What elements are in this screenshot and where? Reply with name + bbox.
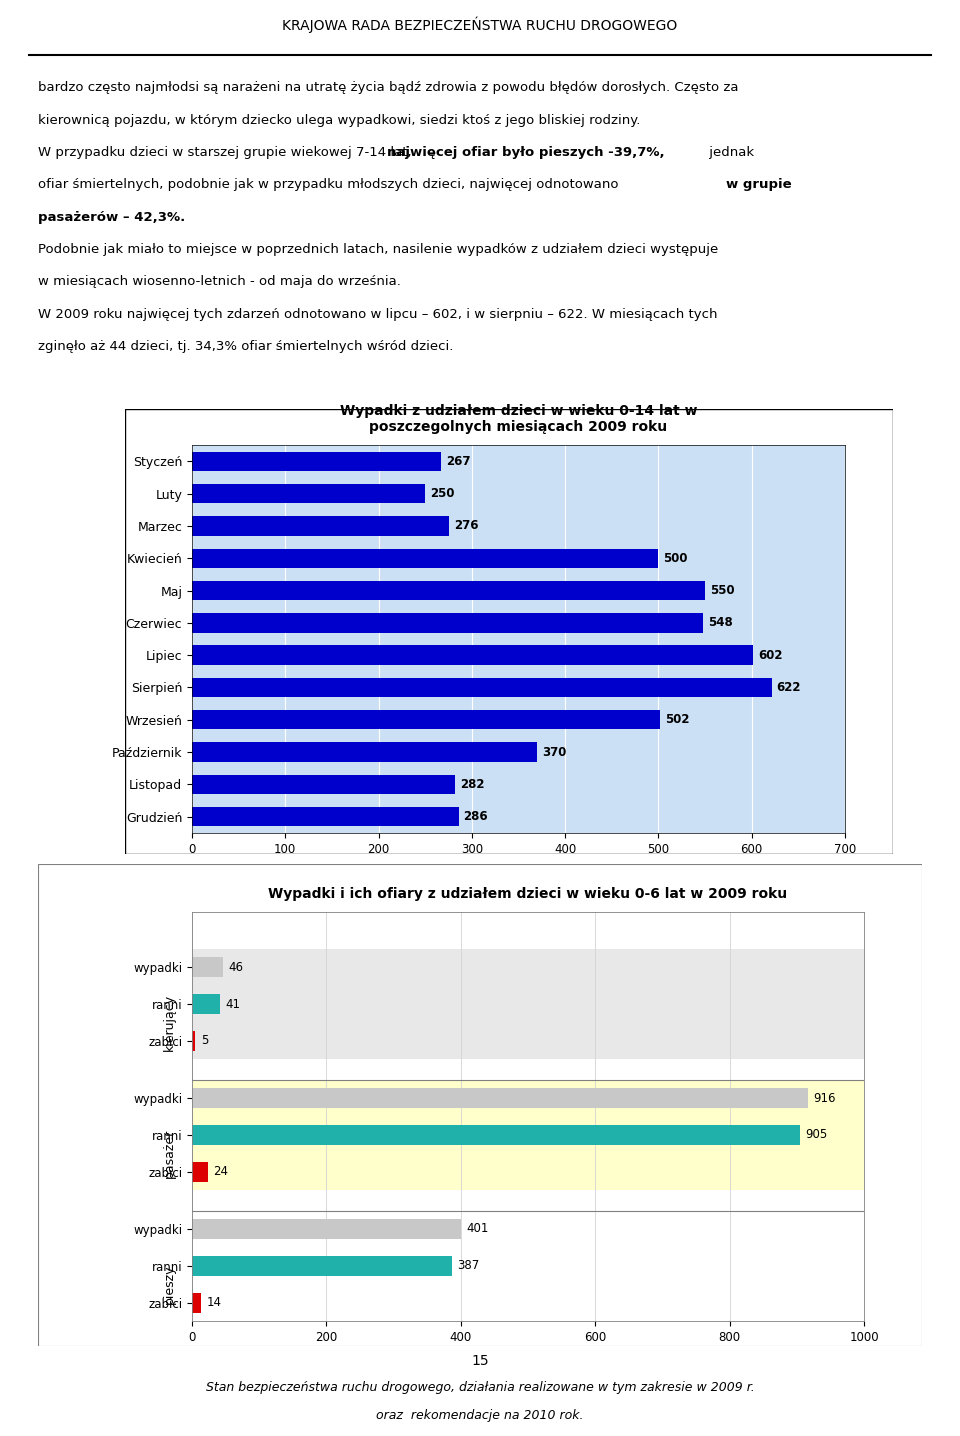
Bar <box>192 742 537 761</box>
Text: 46: 46 <box>228 961 243 974</box>
Text: zginęło aż 44 dzieci, tj. 34,3% ofiar śmiertelnych wśród dzieci.: zginęło aż 44 dzieci, tj. 34,3% ofiar śm… <box>38 340 454 353</box>
Text: pasażer: pasażer <box>162 1129 176 1178</box>
Text: 15: 15 <box>471 1354 489 1367</box>
Text: jednak: jednak <box>706 146 755 159</box>
Text: 282: 282 <box>460 778 484 791</box>
Bar <box>192 517 449 536</box>
Bar <box>192 1088 807 1109</box>
Text: KRAJOWA RADA BEZPIECZEŃSTWA RUCHU DROGOWEGO: KRAJOWA RADA BEZPIECZEŃSTWA RUCHU DROGOW… <box>282 17 678 33</box>
Text: 916: 916 <box>813 1091 835 1104</box>
Text: Podobnie jak miało to miejsce w poprzednich latach, nasilenie wypadków z udziałe: Podobnie jak miało to miejsce w poprzedn… <box>38 243 719 256</box>
Text: 622: 622 <box>777 681 802 694</box>
Bar <box>192 807 459 827</box>
Text: ofiar śmiertelnych, podobnie jak w przypadku młodszych dzieci, najwięcej odnotow: ofiar śmiertelnych, podobnie jak w przyp… <box>38 178 623 191</box>
Title: Wypadki z udziałem dzieci w wieku 0-14 lat w
poszczegolnych miesiącach 2009 roku: Wypadki z udziałem dzieci w wieku 0-14 l… <box>340 404 697 434</box>
Bar <box>192 1124 800 1144</box>
Bar <box>192 1255 452 1277</box>
Text: 41: 41 <box>225 998 240 1011</box>
Text: 500: 500 <box>663 551 687 564</box>
Text: pieszy: pieszy <box>162 1265 176 1304</box>
Bar <box>192 1162 208 1182</box>
Text: 548: 548 <box>708 616 732 629</box>
Bar <box>192 949 864 1060</box>
Text: 905: 905 <box>805 1129 828 1142</box>
Bar <box>192 582 705 600</box>
Bar <box>192 1292 202 1313</box>
Text: najwięcej ofiar było pieszych -39,7%,: najwięcej ofiar było pieszych -39,7%, <box>387 146 665 159</box>
Text: 401: 401 <box>467 1222 490 1235</box>
Text: oraz  rekomendacje na 2010 rok.: oraz rekomendacje na 2010 rok. <box>376 1409 584 1422</box>
Title: Wypadki i ich ofiary z udziałem dzieci w wieku 0-6 lat w 2009 roku: Wypadki i ich ofiary z udziałem dzieci w… <box>269 887 787 900</box>
Bar <box>192 484 425 504</box>
Text: Stan bezpieczeństwa ruchu drogowego, działania realizowane w tym zakresie w 2009: Stan bezpieczeństwa ruchu drogowego, dzi… <box>205 1381 755 1394</box>
Text: 550: 550 <box>709 584 734 597</box>
Bar <box>192 1219 462 1239</box>
Text: pasażerów – 42,3%.: pasażerów – 42,3%. <box>38 211 185 224</box>
Text: w miesiącach wiosenno-letnich - od maja do września.: w miesiącach wiosenno-letnich - od maja … <box>38 276 401 289</box>
Bar <box>192 775 455 794</box>
Text: 14: 14 <box>206 1297 222 1310</box>
Bar <box>192 613 703 633</box>
Text: 250: 250 <box>430 487 454 500</box>
Text: 24: 24 <box>213 1165 228 1179</box>
Text: 5: 5 <box>201 1034 208 1047</box>
Bar <box>192 452 441 471</box>
Text: 370: 370 <box>541 745 566 758</box>
Bar <box>192 956 223 978</box>
Text: 387: 387 <box>457 1259 480 1272</box>
Text: kierownicą pojazdu, w którym dziecko ulega wypadkowi, siedzi ktoś z jego bliskie: kierownicą pojazdu, w którym dziecko ule… <box>38 113 640 126</box>
Text: W przypadku dzieci w starszej grupie wiekowej 7-14 lat,: W przypadku dzieci w starszej grupie wie… <box>38 146 417 159</box>
Bar <box>192 678 772 698</box>
Bar <box>192 994 220 1014</box>
Text: 276: 276 <box>454 520 478 533</box>
Bar <box>192 549 659 569</box>
Text: 602: 602 <box>758 649 782 662</box>
Text: bardzo często najmłodsi są narażeni na utratę życia bądź zdrowia z powodu błędów: bardzo często najmłodsi są narażeni na u… <box>38 82 739 95</box>
Text: 502: 502 <box>665 714 689 727</box>
Bar <box>192 1211 864 1321</box>
Text: 267: 267 <box>445 455 470 468</box>
Bar <box>192 1080 864 1190</box>
Bar <box>192 1031 196 1051</box>
Text: w grupie: w grupie <box>726 178 791 191</box>
Text: W 2009 roku najwięcej tych zdarzeń odnotowano w lipcu – 602, i w sierpniu – 622.: W 2009 roku najwięcej tych zdarzeń odnot… <box>38 307 718 320</box>
Bar <box>192 646 754 665</box>
Text: 286: 286 <box>464 810 488 823</box>
Text: kierujący: kierujący <box>162 994 176 1051</box>
Bar <box>192 711 660 729</box>
